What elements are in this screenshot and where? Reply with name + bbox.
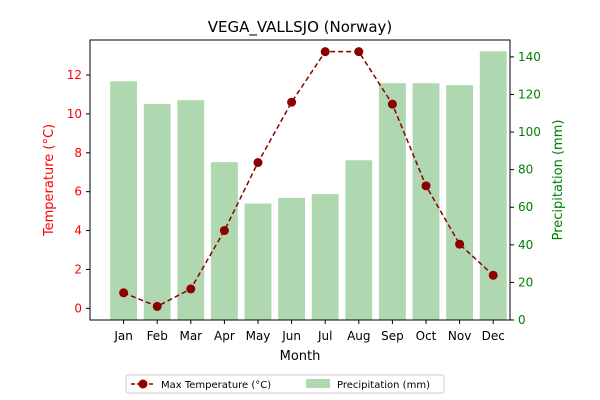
legend-precipitation-swatch (306, 379, 330, 388)
temperature-point-oct (421, 181, 431, 191)
right-y-tick-label: 60 (518, 200, 533, 214)
temperature-point-nov (455, 239, 465, 249)
chart-title: VEGA_VALLSJO (Norway) (208, 18, 393, 37)
right-y-tick-label: 100 (518, 125, 541, 139)
x-tick-label: Aug (347, 329, 370, 343)
x-axis-title: Month (280, 349, 321, 364)
temperature-point-apr (219, 226, 229, 236)
left-y-tick-label: 4 (74, 224, 82, 238)
right-y-tick-label: 140 (518, 50, 541, 64)
x-tick-label: Oct (416, 329, 437, 343)
x-tick-label: May (246, 329, 271, 343)
left-y-tick-label: 2 (74, 262, 82, 276)
temperature-point-mar (186, 284, 196, 294)
precipitation-bar-jun (278, 197, 306, 320)
legend-frame (125, 374, 445, 394)
temperature-line (123, 50, 494, 308)
right-y-tick-label: 40 (518, 238, 533, 252)
legend-precipitation-label: Precipitation (mm) (337, 380, 430, 391)
precipitation-bar-mar (177, 100, 205, 320)
precipitation-bar-apr (210, 162, 238, 320)
left-y-tick-label: 12 (67, 68, 82, 82)
temperature-point-feb (152, 301, 162, 311)
right-y-tick-label: 20 (518, 275, 533, 289)
plot-frame (89, 39, 511, 321)
x-tick-label: Jun (281, 329, 301, 343)
temperature-point-sep (387, 99, 397, 109)
left-axis-title: Temperature (°C) (42, 124, 57, 237)
precipitation-bar-feb (143, 103, 171, 321)
axis-ticks: Jan Feb Mar Apr May Jun Jul Aug Sep Oct Nov Dec 0 2 4 6… (67, 50, 541, 343)
left-y-tick-label: 8 (74, 146, 82, 160)
temperature-point-jan (119, 288, 129, 298)
precipitation-bar-nov (446, 85, 474, 320)
left-y-tick-label: 0 (74, 301, 82, 315)
right-axis-title: Precipitation (mm) (551, 120, 566, 241)
precipitation-bar-sep (378, 83, 406, 321)
temperature-series (119, 47, 498, 311)
right-y-tick-label: 80 (518, 163, 533, 177)
temperature-point-dec (488, 270, 498, 280)
temperature-point-may (253, 158, 263, 167)
precipitation-bar-jul (311, 194, 339, 320)
precipitation-bar-aug (345, 160, 373, 320)
legend-temperature-marker (138, 379, 148, 389)
temperature-point-jul (320, 47, 330, 57)
x-tick-label: Apr (214, 329, 235, 343)
temperature-point-jun (287, 97, 297, 107)
x-tick-label: Feb (147, 329, 168, 343)
legend: Max Temperature (°C) Precipitation (mm) (125, 374, 445, 394)
legend-temperature-label: Max Temperature (°C) (161, 380, 271, 391)
right-y-tick-label: 120 (518, 87, 541, 101)
left-y-tick-label: 6 (74, 185, 82, 199)
precipitation-bar-jan (110, 81, 138, 320)
x-tick-label: Dec (482, 329, 505, 343)
right-y-tick-label: 0 (518, 313, 526, 327)
x-tick-label: Jul (317, 329, 332, 343)
x-tick-label: Jan (113, 329, 133, 343)
precipitation-bar-oct (412, 83, 440, 321)
temperature-point-aug (354, 47, 364, 57)
precipitation-bars (110, 51, 507, 321)
left-y-tick-label: 10 (67, 107, 82, 121)
x-tick-label: Nov (448, 329, 471, 343)
x-tick-label: Sep (381, 329, 404, 343)
x-tick-label: Mar (179, 329, 202, 343)
precipitation-bar-may (244, 203, 272, 320)
